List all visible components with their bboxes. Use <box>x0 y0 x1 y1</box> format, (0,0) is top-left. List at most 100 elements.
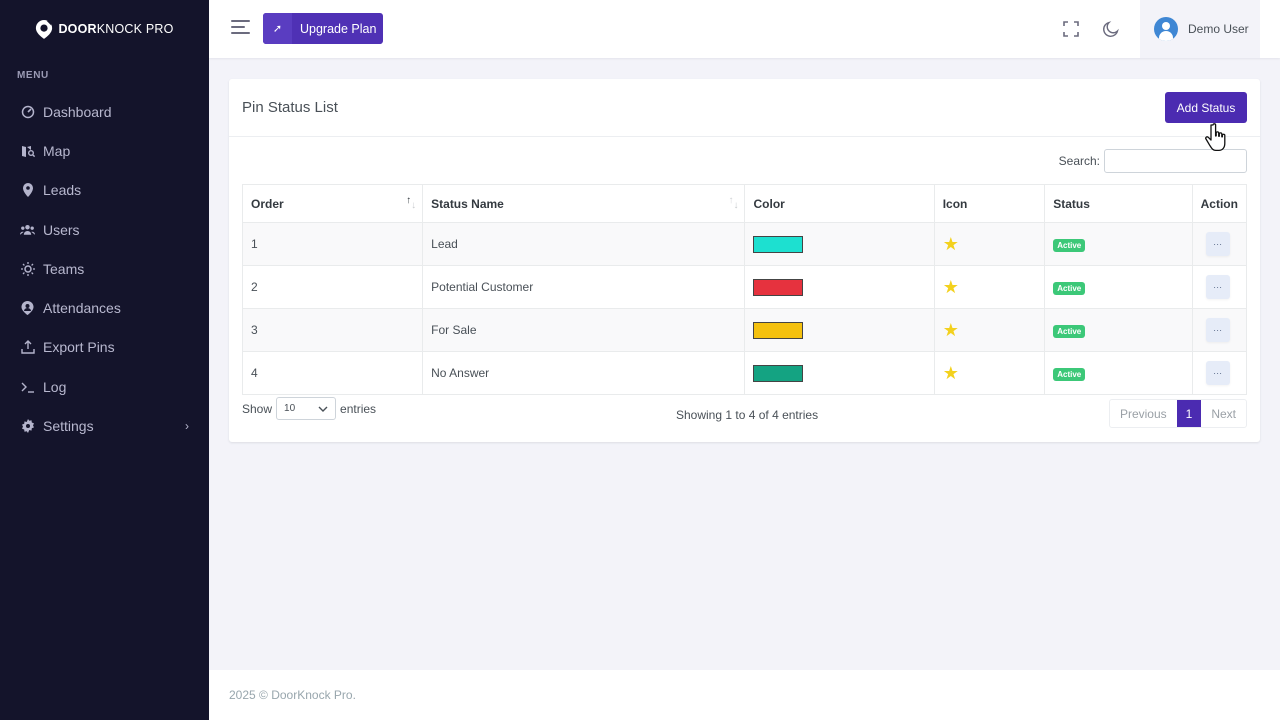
column-header-status: Status <box>1044 184 1193 223</box>
action-menu-button[interactable]: ··· <box>1205 318 1230 342</box>
entries-label: entries <box>340 401 377 416</box>
fullscreen-button[interactable] <box>1060 18 1082 40</box>
copyright-text: 2025 © DoorKnock Pro. <box>229 688 356 702</box>
sidebar-item-export-pins[interactable]: Export Pins <box>0 328 209 367</box>
previous-page-button[interactable]: Previous <box>1119 406 1167 421</box>
status-badge: Active <box>1053 324 1086 338</box>
entries-per-page-select[interactable]: 10 <box>276 397 337 420</box>
card-header: Pin Status List Add Status <box>229 79 1260 137</box>
sidebar-item-settings[interactable]: Settings › <box>0 406 209 445</box>
column-header-order[interactable]: Order ↑↓ <box>241 184 424 223</box>
color-cell <box>744 265 935 309</box>
sidebar-item-label: Map <box>43 142 71 159</box>
users-icon <box>20 222 35 237</box>
brand-name: DOORKNOCK PRO <box>58 22 174 36</box>
sidebar-item-label: Users <box>43 221 80 238</box>
dark-mode-toggle[interactable] <box>1099 18 1121 40</box>
action-cell: ··· <box>1191 351 1248 395</box>
icon-cell: ★ <box>933 265 1046 309</box>
star-icon: ★ <box>942 277 959 297</box>
color-swatch <box>753 321 804 339</box>
order-cell: 4 <box>241 351 424 395</box>
sidebar-item-label: Log <box>43 378 67 395</box>
order-cell: 3 <box>241 308 424 352</box>
sidebar-item-teams[interactable]: Teams <box>0 249 209 288</box>
teams-icon <box>20 261 35 276</box>
upgrade-plan-label: Upgrade Plan <box>300 21 377 36</box>
search-row: Search: <box>1059 149 1247 173</box>
column-header-status-name[interactable]: Status Name ↑↓ <box>422 184 746 223</box>
table-row: 1 Lead ★ Active ··· <box>241 222 1248 266</box>
sidebar: DOORKNOCK PRO MENU Dashboard Map Leads U… <box>0 0 209 720</box>
page-1-button[interactable]: 1 <box>1176 400 1202 427</box>
map-search-icon <box>20 143 35 158</box>
order-cell: 2 <box>241 265 424 309</box>
page-title: Pin Status List <box>242 99 338 116</box>
star-icon: ★ <box>942 320 959 340</box>
action-menu-button[interactable]: ··· <box>1205 361 1230 385</box>
color-swatch <box>753 278 804 296</box>
moon-icon <box>1102 20 1119 37</box>
color-swatch <box>753 235 804 253</box>
order-cell: 1 <box>241 222 424 266</box>
action-menu-button[interactable]: ··· <box>1205 275 1230 299</box>
avatar <box>1154 17 1178 41</box>
status-name-cell: Potential Customer <box>422 265 746 309</box>
pin-status-card: Pin Status List Add Status Search: Order… <box>229 79 1260 442</box>
terminal-icon <box>20 379 35 394</box>
action-menu-button[interactable]: ··· <box>1205 232 1230 256</box>
menu-title: MENU <box>17 70 49 81</box>
action-cell: ··· <box>1191 265 1248 309</box>
color-swatch <box>753 364 804 382</box>
status-cell: Active <box>1044 308 1193 352</box>
sidebar-item-label: Settings <box>43 418 94 435</box>
brand-logo[interactable]: DOORKNOCK PRO <box>0 0 209 58</box>
sidebar-item-users[interactable]: Users <box>0 210 209 249</box>
next-page-button[interactable]: Next <box>1211 406 1236 421</box>
user-name: Demo User <box>1188 22 1249 36</box>
menu-toggle-button[interactable] <box>231 20 250 38</box>
chevron-right-icon: › <box>185 419 189 434</box>
sidebar-item-log[interactable]: Log <box>0 367 209 406</box>
icon-cell: ★ <box>933 222 1046 266</box>
gear-icon <box>20 419 35 434</box>
upgrade-plan-button[interactable]: ➚ Upgrade Plan <box>263 13 383 44</box>
sidebar-item-label: Teams <box>43 260 85 277</box>
user-pin-icon <box>20 301 35 316</box>
search-input[interactable] <box>1104 149 1247 173</box>
search-label: Search: <box>1058 154 1100 168</box>
sidebar-item-dashboard[interactable]: Dashboard <box>0 92 209 131</box>
pagination: Previous 1 Next <box>1108 399 1247 428</box>
table-row: 2 Potential Customer ★ Active ··· <box>241 265 1248 309</box>
sort-icon: ↑↓ <box>728 195 739 211</box>
user-menu[interactable]: Demo User <box>1140 0 1260 58</box>
sidebar-item-label: Dashboard <box>43 103 112 120</box>
column-header-action: Action <box>1191 184 1248 223</box>
table-info: Showing 1 to 4 of 4 entries <box>676 408 819 422</box>
status-cell: Active <box>1044 265 1193 309</box>
column-header-icon: Icon <box>933 184 1046 223</box>
table-header-row: Order ↑↓ Status Name ↑↓ Color Icon Statu… <box>241 184 1248 223</box>
column-header-color: Color <box>744 184 935 223</box>
pin-status-table: Order ↑↓ Status Name ↑↓ Color Icon Statu… <box>241 184 1248 395</box>
icon-cell: ★ <box>933 351 1046 395</box>
add-status-button[interactable]: Add Status <box>1165 92 1247 123</box>
sidebar-item-attendances[interactable]: Attendances <box>0 288 209 327</box>
table-row: 4 No Answer ★ Active ··· <box>241 351 1248 395</box>
status-name-cell: For Sale <box>422 308 746 352</box>
sidebar-item-map[interactable]: Map <box>0 131 209 170</box>
map-pin-icon <box>20 183 35 198</box>
footer: 2025 © DoorKnock Pro. <box>209 670 1280 720</box>
fullscreen-icon <box>1063 21 1079 37</box>
table-row: 3 For Sale ★ Active ··· <box>241 308 1248 352</box>
topbar: ➚ Upgrade Plan Demo User <box>209 0 1280 58</box>
color-cell <box>744 351 935 395</box>
status-badge: Active <box>1053 367 1086 381</box>
upload-icon <box>20 340 35 355</box>
status-cell: Active <box>1044 351 1193 395</box>
status-name-cell: No Answer <box>422 351 746 395</box>
action-cell: ··· <box>1191 222 1248 266</box>
sidebar-nav: Dashboard Map Leads Users Teams <box>0 92 209 446</box>
sidebar-item-leads[interactable]: Leads <box>0 171 209 210</box>
show-label: Show <box>242 401 273 416</box>
